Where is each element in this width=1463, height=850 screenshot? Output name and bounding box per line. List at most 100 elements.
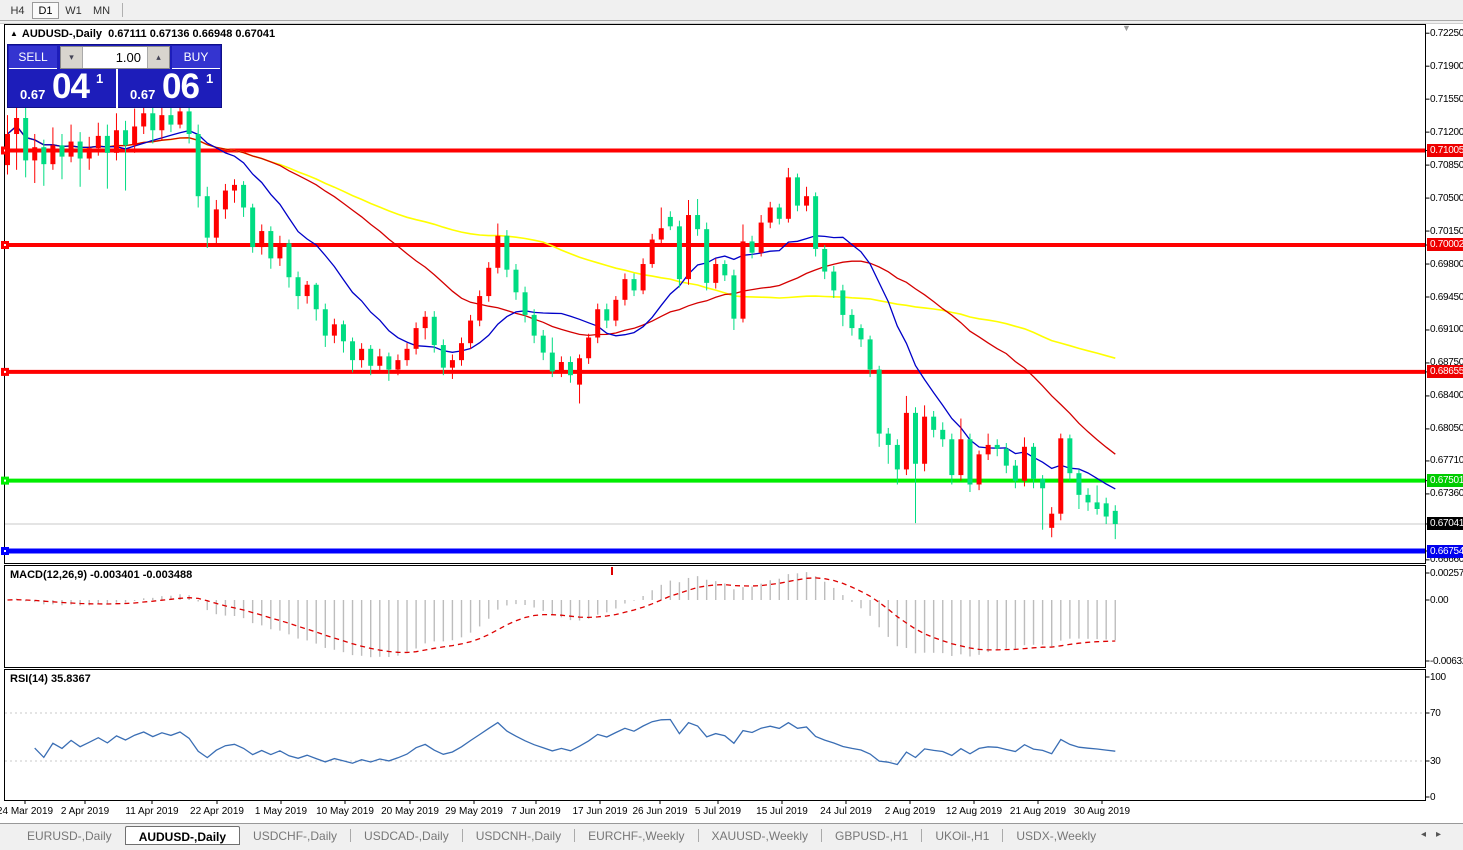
candle-body	[876, 369, 882, 434]
tab-separator	[574, 828, 576, 842]
macd-tick-label: 0.00	[1430, 594, 1449, 606]
candle-body	[1085, 494, 1091, 503]
candle-body	[440, 345, 446, 368]
candle-body	[477, 296, 483, 321]
candle-body	[50, 145, 56, 165]
candle-body	[885, 433, 891, 445]
candle-body	[1021, 446, 1027, 481]
candle-body	[767, 207, 773, 223]
timeframe-button-w1[interactable]: W1	[65, 4, 82, 17]
chart-tab-eurusd[interactable]: EURUSD-,Daily	[27, 828, 112, 843]
main-panel-frame	[4, 24, 1426, 564]
candle-body	[686, 215, 691, 280]
candle-body	[368, 348, 374, 366]
volume-increase-icon[interactable]: ▴	[147, 47, 169, 68]
candle-body	[922, 416, 928, 464]
candle-body	[486, 267, 492, 297]
candle-body	[204, 196, 210, 238]
tab-scroll-right-icon[interactable]: ▸	[1435, 829, 1451, 840]
macd-tick-label: -0.006326	[1430, 655, 1463, 667]
date-tick-label: 11 Apr 2019	[125, 806, 179, 817]
candle-body	[595, 309, 601, 338]
chart-tab-xauusd[interactable]: XAUUSD-,Weekly	[711, 828, 808, 843]
timeframe-button-d1[interactable]: D1	[32, 1, 59, 19]
chart-tab-gbpusd[interactable]: GBPUSD-,H1	[835, 828, 909, 843]
candle-body	[840, 290, 846, 315]
candle-body	[150, 113, 156, 131]
chart-tab-usdx[interactable]: USDX-,Weekly	[1016, 828, 1097, 843]
macd-tick-label: 0.002574	[1430, 567, 1463, 579]
sell-button[interactable]: SELL	[9, 46, 57, 69]
chart-tab-usdchf[interactable]: USDCHF-,Daily	[253, 828, 338, 843]
date-tick-label: 17 Jun 2019	[572, 806, 628, 817]
tab-scroll-left-icon[interactable]: ◂	[1420, 829, 1436, 840]
price-level-handle-dot	[4, 550, 6, 553]
candle-body	[468, 320, 474, 344]
buy-price-quote[interactable]: 0.67 06 1	[116, 67, 222, 108]
candle-body	[168, 115, 174, 125]
price-tick-label: 0.68050	[1430, 423, 1463, 435]
chart-tab-usdcnh[interactable]: USDCNH-,Daily	[475, 828, 562, 843]
candle-body	[377, 356, 383, 366]
volume-stepper: ▾ 1.00 ▴	[60, 46, 170, 69]
date-tick-label: 24 Mar 2019	[0, 806, 54, 817]
macd-panel-frame	[4, 565, 1426, 668]
candle-body	[104, 135, 110, 153]
candle-body	[413, 328, 419, 349]
candle-body	[459, 343, 464, 361]
candle-body	[858, 328, 864, 340]
timeframe-button-mn[interactable]: MN	[92, 4, 111, 17]
date-tick-label: 5 Jul 2019	[694, 806, 742, 817]
candle-body	[794, 177, 800, 206]
candle-body	[531, 314, 537, 336]
collapse-icon[interactable]: ▲	[10, 29, 18, 38]
candle-body	[313, 284, 319, 310]
candle-body	[958, 439, 964, 476]
candle-body	[604, 309, 610, 321]
candle-body	[68, 141, 74, 157]
rsi-tick-label: 0	[1430, 791, 1436, 803]
candle-body	[386, 356, 392, 370]
date-tick-label: 2 Aug 2019	[884, 806, 936, 817]
candle-body	[949, 439, 955, 476]
candle-body	[913, 412, 918, 464]
candle-body	[549, 352, 555, 372]
chart-title: ▲ AUDUSD-,Daily 0.67111 0.67136 0.66948 0…	[10, 28, 275, 40]
price-level-label: 0.68655	[1427, 365, 1463, 379]
candle-body	[867, 339, 873, 370]
candle-body	[940, 429, 946, 440]
buy-button[interactable]: BUY	[172, 46, 220, 69]
buy-price-base: 0.67	[130, 87, 156, 102]
date-tick-label: 29 May 2019	[445, 806, 503, 817]
candle-body	[86, 148, 92, 159]
candle-body	[1040, 478, 1046, 489]
chart-tab-audusd[interactable]: AUDUSD-,Daily	[124, 825, 241, 845]
macd-signal-line	[7, 577, 1116, 654]
chart-tab-ukoil[interactable]: UKOil-,H1	[935, 828, 990, 843]
candle-body	[5, 134, 10, 166]
tab-separator	[697, 828, 699, 842]
candle-body	[976, 454, 982, 485]
scroll-to-end-icon[interactable]: ▼	[1122, 23, 1131, 33]
candle-body	[504, 235, 510, 270]
price-level-label: 0.67501	[1427, 474, 1463, 488]
candle-body	[1031, 446, 1037, 479]
rsi-tick-label: 30	[1430, 755, 1441, 767]
sell-price-quote[interactable]: 0.67 04 1	[8, 67, 114, 108]
volume-input[interactable]: 1.00	[83, 47, 147, 68]
candle-body	[749, 241, 755, 253]
ma-fast-line	[7, 125, 1116, 490]
chart-tab-usdcad[interactable]: USDCAD-,Daily	[364, 828, 449, 843]
candle-body	[404, 348, 410, 361]
chart-tab-eurchf[interactable]: EURCHF-,Weekly	[588, 828, 685, 843]
volume-decrease-icon[interactable]: ▾	[61, 47, 83, 68]
date-tick-label: 2 Apr 2019	[60, 806, 110, 817]
price-tick-label: 0.69450	[1430, 291, 1463, 303]
date-tick-label: 21 Aug 2019	[1009, 806, 1067, 817]
candle-body	[903, 412, 909, 470]
timeframe-button-h4[interactable]: H4	[10, 4, 25, 17]
candle-body	[967, 439, 973, 485]
candle-body	[776, 207, 782, 219]
candle-body	[322, 309, 328, 336]
